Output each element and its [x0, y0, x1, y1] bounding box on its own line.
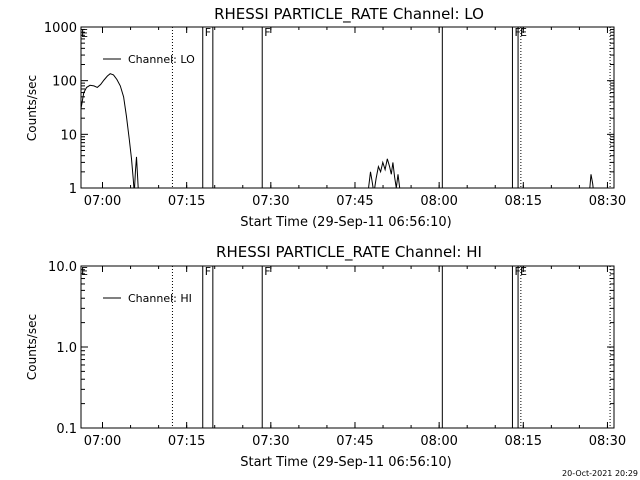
- legend-label: Channel: HI: [128, 292, 192, 305]
- chart-panel-hi: RHESSI PARTICLE_RATE Channel: HI Counts/…: [25, 243, 626, 470]
- marker-label: F: [205, 265, 211, 278]
- chart-panel-lo: RHESSI PARTICLE_RATE Channel: LO Counts/…: [25, 5, 626, 230]
- x-axis-label: Start Time (29-Sep-11 06:56:10): [240, 215, 451, 230]
- x-tick-label: 07:45: [336, 434, 373, 449]
- marker-label: F: [264, 265, 270, 278]
- x-tick-label: 07:00: [84, 194, 121, 209]
- x-tick-label: 08:30: [589, 194, 626, 209]
- y-axis-label: Counts/sec: [25, 75, 39, 141]
- legend-label: Channel: LO: [128, 53, 195, 66]
- chart-title: RHESSI PARTICLE_RATE Channel: HI: [216, 243, 482, 262]
- x-tick-label: 08:15: [505, 194, 542, 209]
- x-tick-label: 07:30: [252, 434, 289, 449]
- y-tick-label: 10.0: [48, 260, 77, 275]
- x-axis-label: Start Time (29-Sep-11 06:56:10): [240, 455, 451, 470]
- x-tick-label: 07:15: [168, 194, 205, 209]
- corner-label: E: [81, 27, 88, 40]
- x-tick-label: 08:30: [589, 434, 626, 449]
- x-tick-label: 08:15: [505, 434, 542, 449]
- y-tick-label: 100: [52, 75, 77, 90]
- y-tick-label: 0.1: [56, 422, 77, 437]
- marker-label: F: [264, 26, 270, 39]
- x-tick-label: 07:15: [168, 434, 205, 449]
- corner-label: E: [81, 265, 88, 278]
- marker-label: F: [205, 26, 211, 39]
- y-tick-label: 1: [69, 182, 77, 197]
- chart-title: RHESSI PARTICLE_RATE Channel: LO: [214, 5, 484, 24]
- series-line: [368, 158, 401, 188]
- x-tick-label: 07:00: [84, 434, 121, 449]
- series-line: [589, 174, 594, 188]
- x-tick-label: 07:45: [336, 194, 373, 209]
- y-tick-label: 1000: [44, 21, 77, 36]
- y-tick-label: 1.0: [56, 341, 77, 356]
- x-tick-label: 08:00: [420, 434, 457, 449]
- series-line: [81, 73, 139, 188]
- y-tick-label: 10: [60, 128, 77, 143]
- x-tick-label: 07:30: [252, 194, 289, 209]
- footer-timestamp: 20-Oct-2021 20:29: [562, 469, 638, 478]
- x-tick-label: 08:00: [420, 194, 457, 209]
- y-axis-label: Counts/sec: [25, 314, 39, 380]
